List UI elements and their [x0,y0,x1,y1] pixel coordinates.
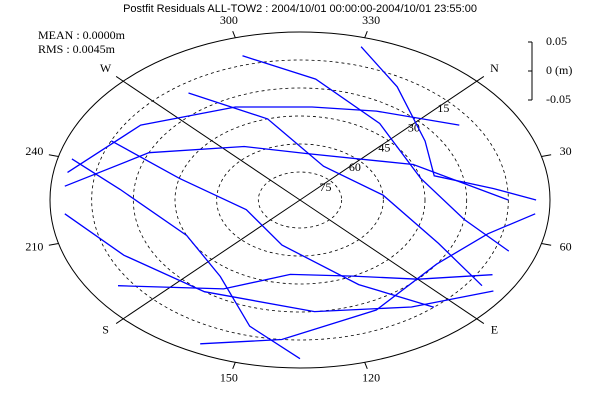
elevation-ring [216,143,384,257]
horizon [49,31,551,369]
satellite-track [71,158,301,360]
azimuth-line [48,242,59,246]
chart-title: Postfit Residuals ALL-TOW2 : 2004/10/01 … [123,3,477,15]
elevation-ring [91,59,509,341]
azimuth-line [232,362,236,369]
azimuth-line [299,199,485,324]
azimuth-label: 150 [220,370,238,384]
azimuth-label: 240 [25,144,43,158]
azimuth-label: 120 [362,370,380,384]
elevation-ring [132,87,468,313]
elevation-label: 15 [437,101,449,115]
azimuth-label: 300 [220,13,238,27]
annotation: MEAN : 0.0000m [38,28,126,42]
azimuth-line [541,154,552,158]
satellite-track [242,55,510,252]
azimuth-line [364,362,368,369]
satellite-track [64,145,509,201]
scale-label: -0.05 [546,92,571,106]
satellite-track [200,213,536,345]
satellite-track [188,92,483,287]
azimuth-line [299,76,485,201]
satellite-track [117,273,493,290]
azimuth-line [115,76,301,201]
azimuth-label: 60 [560,240,572,254]
elevation-ring [257,171,343,229]
azimuth-line [364,31,368,38]
scale-label: 0 (m) [546,63,572,77]
elevation-label: 45 [378,140,390,154]
annotation: RMS : 0.0045m [38,42,116,56]
azimuth-line [541,242,552,246]
satellite-track [110,140,435,308]
azimuth-label: W [100,61,112,75]
azimuth-label: 210 [25,240,43,254]
elevation-ring [174,115,426,285]
elevation-label: 60 [349,160,361,174]
satellite-track [360,46,537,201]
satellite-track [67,106,460,173]
azimuth-line [48,154,59,158]
scale-label: 0.05 [546,34,567,48]
azimuth-label: 30 [560,144,572,158]
azimuth-label: 330 [362,13,380,27]
azimuth-label: E [491,322,498,336]
elevation-label: 75 [319,180,331,194]
satellite-track [64,213,494,313]
azimuth-label: N [490,61,499,75]
azimuth-label: S [102,322,109,336]
azimuth-line [232,31,236,38]
